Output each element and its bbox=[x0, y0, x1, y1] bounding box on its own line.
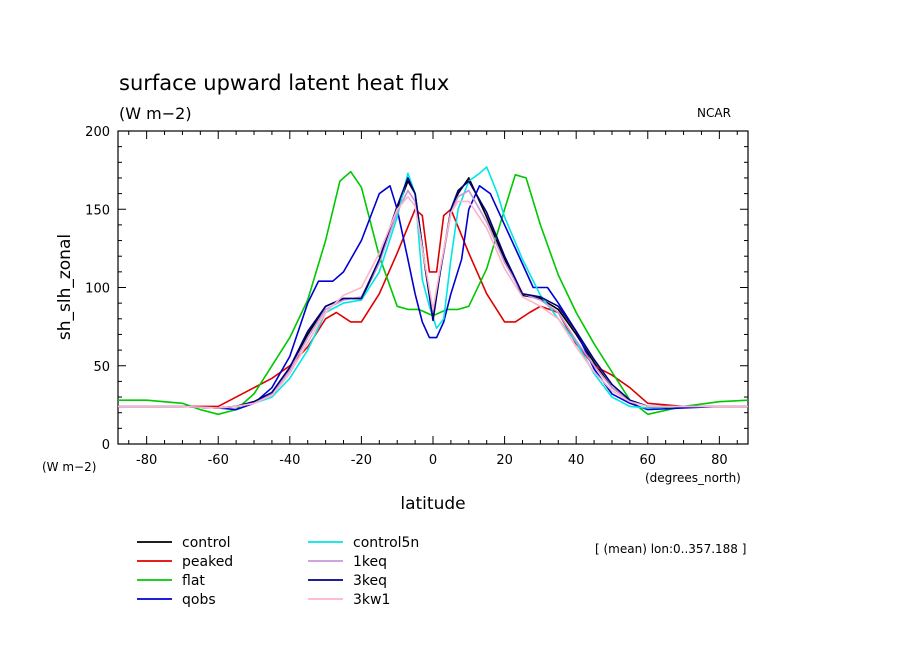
legend-label-control: control bbox=[182, 535, 231, 551]
series-line-3keq bbox=[118, 177, 748, 409]
chart-title: surface upward latent heat flux bbox=[119, 71, 449, 95]
x-tick-label: 60 bbox=[639, 453, 656, 468]
series-line-control bbox=[118, 177, 748, 409]
chart-subtitle: (W m−2) bbox=[119, 104, 192, 123]
legend-label-qobs: qobs bbox=[182, 592, 216, 608]
y-tick-label: 50 bbox=[93, 360, 110, 375]
x-tick-label: -40 bbox=[279, 453, 300, 468]
y-tick-label: 150 bbox=[85, 203, 110, 218]
source-label: NCAR bbox=[697, 106, 731, 120]
x-tick-label: 40 bbox=[568, 453, 585, 468]
legend-label-flat: flat bbox=[182, 573, 205, 589]
series-line-peaked bbox=[118, 208, 748, 408]
x-tick-label: 0 bbox=[429, 453, 437, 468]
legend: control peaked flat qobs control5n 1keq 3keq 3k… bbox=[137, 535, 419, 608]
plot-frame bbox=[117, 130, 749, 445]
series-line-1keq bbox=[118, 189, 748, 409]
y-axis-units: (W m−2) bbox=[42, 460, 96, 474]
x-tick-label: -20 bbox=[351, 453, 372, 468]
x-tick-label: 80 bbox=[711, 453, 728, 468]
series-line-qobs bbox=[118, 185, 748, 411]
x-tick-label: -80 bbox=[136, 453, 157, 468]
y-tick-label: 200 bbox=[85, 125, 110, 140]
mean-note: [ (mean) lon:0..357.188 ] bbox=[595, 542, 746, 556]
series-line-control5n bbox=[118, 166, 748, 409]
series-line-flat bbox=[118, 170, 749, 416]
legend-label-control5n: control5n bbox=[353, 535, 419, 551]
series-lines bbox=[118, 166, 749, 416]
axis-ticks: -80 -60 -40 -20 0 20 40 60 80 0 50 100 150 200 bbox=[85, 125, 748, 468]
legend-label-3keq: 3keq bbox=[353, 573, 387, 589]
x-axis-units: (degrees_north) bbox=[645, 471, 741, 485]
x-tick-label: -60 bbox=[208, 453, 229, 468]
y-axis-label: sh_slh_zonal bbox=[55, 234, 75, 340]
legend-label-1keq: 1keq bbox=[353, 554, 387, 570]
y-tick-label: 0 bbox=[102, 438, 110, 453]
y-tick-label: 100 bbox=[85, 282, 110, 297]
x-tick-label: 20 bbox=[496, 453, 513, 468]
x-axis-label: latitude bbox=[400, 494, 465, 514]
series-line-3kw1 bbox=[118, 195, 748, 409]
legend-label-peaked: peaked bbox=[182, 554, 233, 570]
legend-label-3kw1: 3kw1 bbox=[353, 592, 390, 608]
